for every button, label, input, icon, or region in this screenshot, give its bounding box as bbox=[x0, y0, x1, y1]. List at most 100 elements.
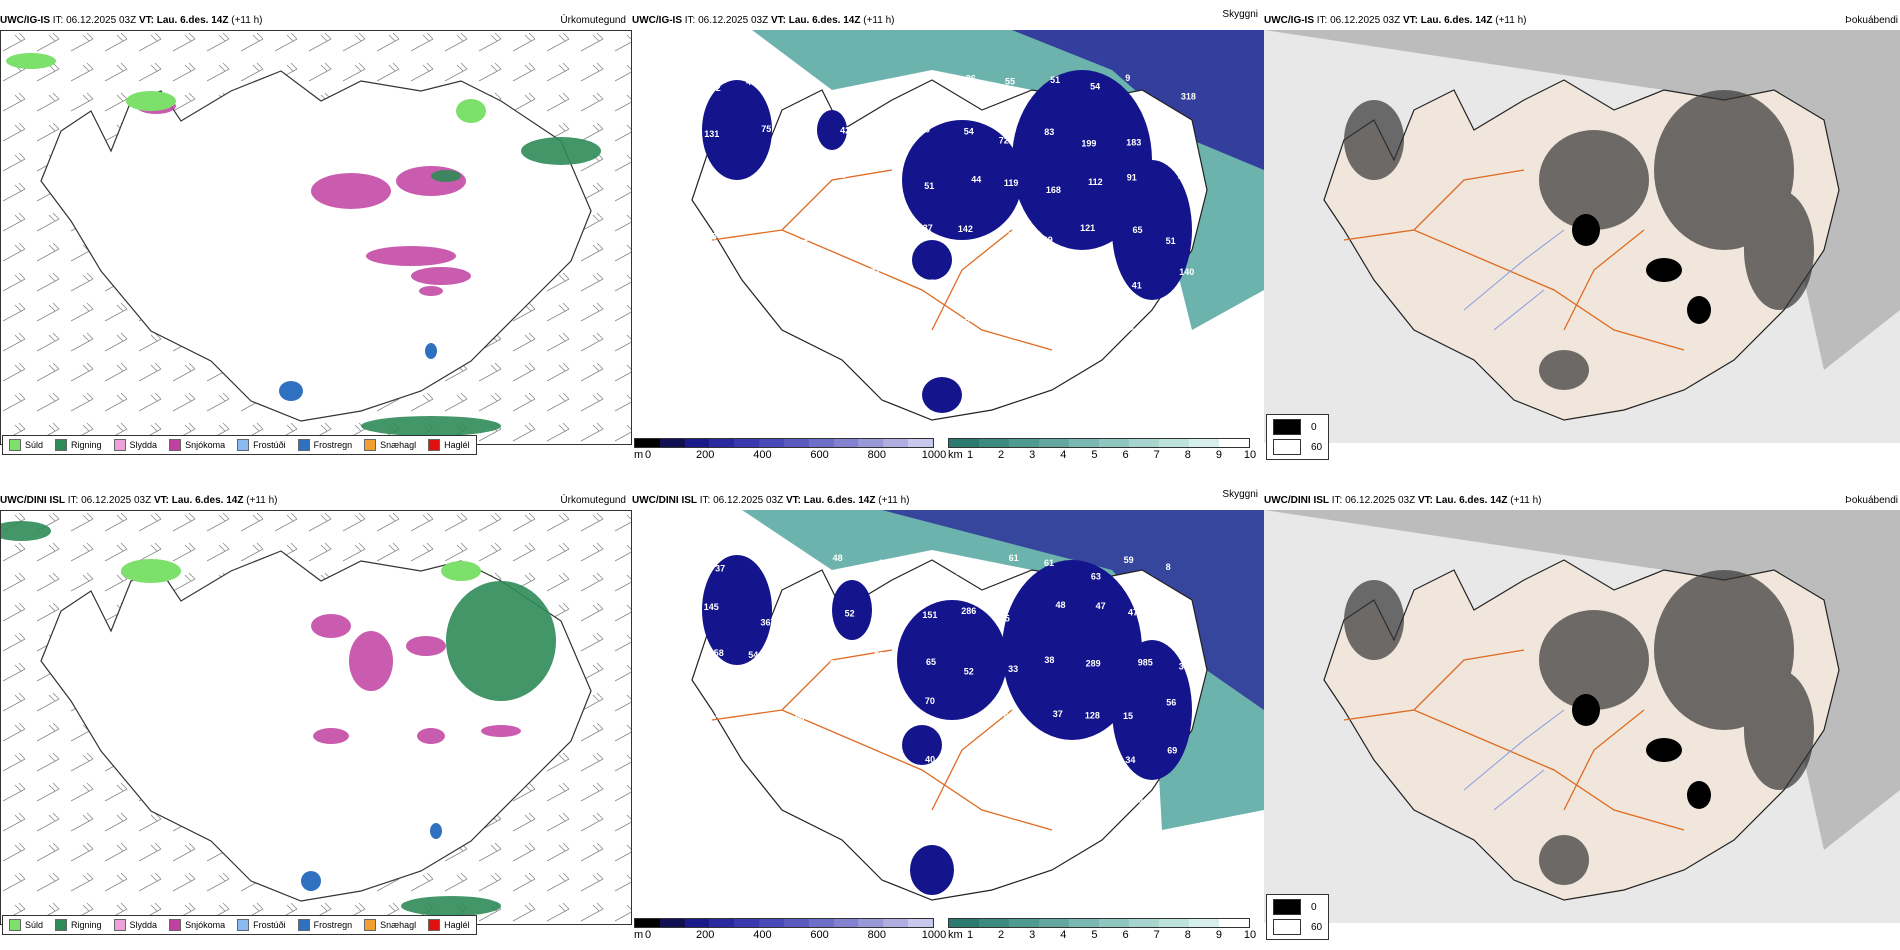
vis-value-label: 110 bbox=[1003, 314, 1018, 324]
vis-value-label: 65 bbox=[835, 750, 845, 760]
colorbar-cell bbox=[759, 439, 784, 447]
row1-fog-header: UWC/IG-IS IT: 06.12.2025 03Z VT: Lau. 6.… bbox=[1264, 15, 1527, 26]
colorbar-tick: 2 bbox=[998, 929, 1005, 941]
colorbar-tick: 1 bbox=[966, 449, 974, 461]
legend-swatch bbox=[169, 919, 182, 931]
vis-value-label: 38 bbox=[1044, 655, 1054, 665]
vis-value-label: 53 bbox=[1082, 745, 1092, 755]
vis-value-label: 95 bbox=[915, 799, 925, 809]
vis-value-label: 51 bbox=[760, 235, 770, 245]
colorbar-cell bbox=[734, 439, 760, 447]
vis-value-label: 46 bbox=[746, 77, 756, 87]
colorbar-cell bbox=[1009, 919, 1039, 927]
vis-value-label: 48 bbox=[1056, 600, 1066, 610]
vis-value-label: 44 bbox=[971, 175, 981, 185]
vis-value-label: 46 bbox=[877, 558, 887, 568]
vis-value-label: 43 bbox=[787, 319, 797, 329]
row2-fog-header: UWC/DINI ISL IT: 06.12.2025 03Z VT: Lau.… bbox=[1264, 495, 1542, 506]
vis-value-label: 32 bbox=[710, 281, 720, 291]
legend-swatch bbox=[113, 439, 126, 451]
colorbar-tick: 7 bbox=[1153, 449, 1160, 461]
vis-value-label: 41 bbox=[788, 570, 798, 580]
colorbar-cell bbox=[709, 919, 735, 927]
vis-value-label: 119 bbox=[1004, 178, 1019, 188]
row1-vis-title: Skyggni bbox=[1222, 9, 1258, 20]
vis-value-label: 72 bbox=[999, 136, 1009, 146]
vis-value-label: 40 bbox=[1082, 264, 1092, 274]
colorbar-tick: 10 bbox=[1243, 929, 1257, 941]
legend-swatch bbox=[169, 439, 182, 451]
vis-value-label: 60 bbox=[873, 140, 883, 150]
vis-value-label: 140 bbox=[1179, 267, 1194, 277]
colorbar-cell bbox=[783, 919, 809, 927]
colorbar-tick: 1000 bbox=[921, 449, 947, 461]
row1-precip-title: Úrkomutegund bbox=[560, 15, 626, 26]
vis-value-label: 175 bbox=[803, 233, 818, 243]
colorbar-cell bbox=[979, 919, 1009, 927]
row2-vis-colorbar: km 1 2 3 4 5 6 7 8 9 10 bbox=[948, 918, 1256, 941]
vis-value-label: 33 bbox=[1008, 664, 1018, 674]
vis-value-label: 220 bbox=[880, 217, 895, 227]
vis-value-label: 91 bbox=[1127, 173, 1137, 183]
vis-value-label: 44 bbox=[714, 752, 724, 762]
vis-value-label: 48 bbox=[836, 170, 846, 180]
row1-precip-panel: UWC/IG-IS IT: 06.12.2025 03Z VT: Lau. 6.… bbox=[0, 14, 632, 464]
legend-swatch bbox=[237, 919, 250, 931]
vis-value-label: 168 bbox=[1046, 185, 1061, 195]
row2-height-colorbar: m 0 200 400 600 800 1000 bbox=[634, 918, 946, 941]
vis-value-label: 26 bbox=[962, 803, 972, 813]
colorbar-cell bbox=[684, 439, 710, 447]
row2-fog-map bbox=[1264, 510, 1900, 923]
row1-fog-legend: 0 60 bbox=[1266, 414, 1330, 460]
vis-value-label: 48 bbox=[833, 553, 843, 563]
vis-value-label: 119 bbox=[804, 756, 819, 766]
vis-value-label: 56 bbox=[1000, 805, 1010, 815]
vis-value-label: 34 bbox=[1133, 796, 1143, 806]
vis-value-label: 286 bbox=[961, 606, 976, 616]
colorbar-tick: 9 bbox=[1215, 929, 1222, 941]
row2-precip-title: Úrkomutegund bbox=[560, 495, 626, 506]
vis-value-label: 37 bbox=[715, 564, 725, 574]
vis-value-label: 65 bbox=[926, 657, 936, 667]
vis-value-label: 51 bbox=[924, 181, 934, 191]
vis-value-label: 27 bbox=[830, 361, 840, 371]
colorbar-tick: 0 bbox=[644, 449, 652, 461]
vis-value-label: 80 bbox=[1170, 331, 1180, 341]
legend-swatch bbox=[297, 919, 310, 931]
colorbar-cell bbox=[858, 439, 884, 447]
vis-value-label: 985 bbox=[1138, 658, 1153, 668]
vis-value-label: 59 bbox=[1124, 555, 1134, 565]
colorbar-cell bbox=[1129, 439, 1159, 447]
row1-precip-map bbox=[0, 30, 632, 445]
colorbar-tick: 3 bbox=[1029, 929, 1036, 941]
fog-map-svg-2 bbox=[1264, 510, 1900, 923]
vis-value-label: 199 bbox=[1081, 139, 1096, 149]
colorbar-cell bbox=[1069, 439, 1099, 447]
vis-value-label: 44 bbox=[966, 281, 976, 291]
vis-value-label: 26 bbox=[844, 269, 854, 279]
vis-value-label: 46 bbox=[842, 229, 852, 239]
vis-value-label: 34 bbox=[1125, 755, 1135, 765]
colorbar-tick: 600 bbox=[810, 929, 829, 941]
vis-value-label: 36 bbox=[966, 74, 976, 84]
colorbar-tick: 200 bbox=[696, 449, 715, 461]
row1-vis-header: UWC/IG-IS IT: 06.12.2025 03Z VT: Lau. 6.… bbox=[632, 15, 895, 26]
colorbar-cell bbox=[783, 439, 809, 447]
row2-precip-legend: Súld Rigning Slydda Snjókoma Frostúði Fr… bbox=[2, 915, 477, 935]
colorbar-cell bbox=[1189, 439, 1219, 447]
vis-value-label: 356 bbox=[1173, 125, 1188, 135]
row2-precip-panel: UWC/DINI ISL IT: 06.12.2025 03Z VT: Lau.… bbox=[0, 494, 632, 944]
vis-value-label: 62 bbox=[1004, 712, 1014, 722]
vis-value-label: 65 bbox=[831, 710, 841, 720]
colorbar-tick: 600 bbox=[810, 449, 829, 461]
row2-fog-panel: UWC/DINI ISL IT: 06.12.2025 03Z VT: Lau.… bbox=[1264, 494, 1900, 944]
colorbar-cell bbox=[1009, 439, 1039, 447]
vis-value-label: 151 bbox=[922, 610, 937, 620]
colorbar-cell bbox=[1039, 439, 1069, 447]
legend-swatch bbox=[55, 439, 68, 451]
colorbar-tick: 400 bbox=[753, 929, 772, 941]
colorbar-tick: 5 bbox=[1091, 929, 1098, 941]
vis-value-label: 52 bbox=[794, 131, 804, 141]
vis-value-label: 69 bbox=[1043, 235, 1053, 245]
row2-fog-title: Þokuábendi bbox=[1845, 495, 1898, 506]
